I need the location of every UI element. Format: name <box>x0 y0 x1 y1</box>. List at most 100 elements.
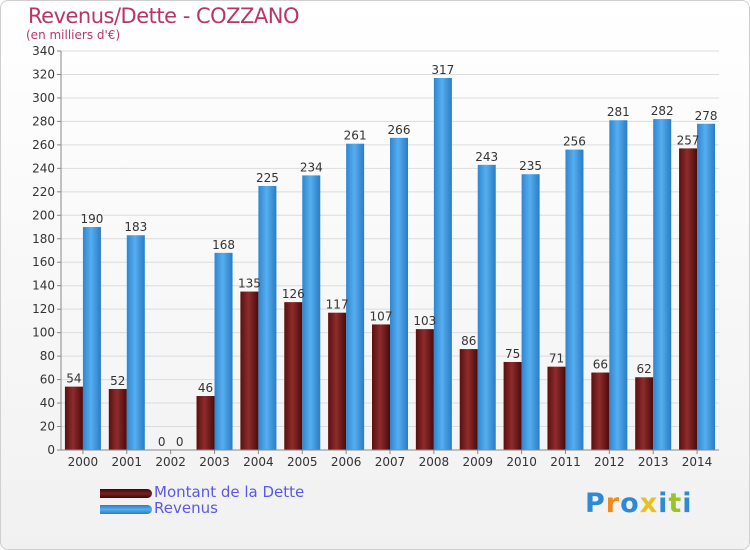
bar-debt <box>459 349 478 450</box>
bars <box>64 77 716 451</box>
data-label-debt: 62 <box>637 362 652 376</box>
data-label-revenue: 168 <box>212 238 235 252</box>
bar-revenue <box>521 174 540 450</box>
data-label-debt: 257 <box>677 133 700 147</box>
x-tick-label: 2005 <box>287 455 318 469</box>
y-tick-label: 240 <box>32 161 55 175</box>
chart-subtitle: (en milliers d'€) <box>26 28 121 42</box>
data-label-revenue: 261 <box>344 129 367 143</box>
data-label-revenue: 0 <box>176 435 184 449</box>
data-label-revenue: 234 <box>300 160 323 174</box>
logo-letter: o <box>620 488 640 519</box>
y-tick-label: 100 <box>32 326 55 340</box>
chart-title: Revenus/Dette - COZZANO <box>28 4 300 28</box>
data-label-revenue: 278 <box>695 109 718 123</box>
bar-revenue <box>82 227 101 450</box>
bar-revenue <box>653 119 672 451</box>
data-label-debt: 52 <box>110 374 125 388</box>
x-tick-label: 2008 <box>419 455 450 469</box>
y-tick-label: 20 <box>40 420 55 434</box>
x-tick-label: 2000 <box>68 455 99 469</box>
data-label-debt: 66 <box>593 358 608 372</box>
bar-revenue <box>697 123 716 451</box>
bar-revenue <box>214 252 233 450</box>
legend-label-revenue: Revenus <box>154 499 218 517</box>
axes: 0 20 40 60 80 100 120 140 160 180 200 220 240 260 280 3… <box>32 44 719 469</box>
bar-debt <box>196 396 215 450</box>
data-label-revenue: 243 <box>475 150 498 164</box>
data-label-debt: 46 <box>198 381 213 395</box>
bar-revenue <box>346 143 365 451</box>
logo-letter: P <box>585 488 606 519</box>
data-label-revenue: 281 <box>607 105 630 119</box>
data-label-debt: 103 <box>413 314 436 328</box>
y-tick-label: 60 <box>40 373 55 387</box>
data-label-debt: 54 <box>66 372 81 386</box>
x-tick-label: 2002 <box>155 455 186 469</box>
y-tick-label: 0 <box>47 443 55 457</box>
data-label-revenue: 256 <box>563 135 586 149</box>
bar-debt <box>64 386 83 450</box>
logo-letter: t <box>668 488 683 519</box>
data-label-revenue: 266 <box>388 123 411 137</box>
data-label-revenue: 317 <box>431 63 454 77</box>
y-tick-label: 200 <box>32 208 55 222</box>
x-tick-label: 2003 <box>199 455 230 469</box>
bar-debt <box>284 302 303 450</box>
data-label-debt: 0 <box>158 435 166 449</box>
y-tick-label: 140 <box>32 279 55 293</box>
data-label-revenue: 190 <box>80 212 103 226</box>
data-label-debt: 135 <box>238 277 261 291</box>
bar-revenue <box>477 164 496 451</box>
legend-label-debt: Montant de la Dette <box>154 483 305 501</box>
data-label-debt: 126 <box>282 287 305 301</box>
x-tick-label: 2011 <box>550 455 581 469</box>
y-tick-label: 180 <box>32 232 55 246</box>
logo-letter: i <box>682 488 693 519</box>
data-labels: 54 190 52 183 0 0 46 168 135 225 126 234 117 261 107 26… <box>66 63 717 449</box>
logo-letter: r <box>605 488 621 519</box>
data-label-revenue: 282 <box>651 104 674 118</box>
bar-debt <box>240 291 259 450</box>
bar-debt <box>679 148 698 450</box>
y-tick-label: 160 <box>32 255 55 269</box>
bar-revenue <box>390 137 408 450</box>
bar-debt <box>591 372 610 450</box>
y-tick-label: 300 <box>32 91 55 105</box>
data-label-debt: 107 <box>370 309 393 323</box>
data-label-debt: 86 <box>461 334 476 348</box>
x-tick-label: 2006 <box>331 455 362 469</box>
bar-debt <box>328 312 347 450</box>
y-tick-label: 40 <box>40 396 55 410</box>
data-label-debt: 75 <box>505 347 520 361</box>
legend-swatch-debt <box>100 489 152 498</box>
y-tick-label: 120 <box>32 302 55 316</box>
legend-swatch-revenue <box>100 505 152 514</box>
x-tick-label: 2012 <box>594 455 625 469</box>
x-tick-label: 2009 <box>462 455 493 469</box>
bar-debt <box>372 324 390 450</box>
bar-revenue <box>302 175 321 451</box>
x-tick-label: 2004 <box>243 455 274 469</box>
bar-revenue <box>609 120 628 451</box>
y-tick-label: 260 <box>32 138 55 152</box>
y-tick-label: 220 <box>32 185 55 199</box>
bar-debt <box>547 366 566 450</box>
x-tick-label: 2001 <box>112 455 143 469</box>
x-tick-label: 2014 <box>682 455 713 469</box>
y-tick-label: 320 <box>32 67 55 81</box>
y-tick-label: 80 <box>40 349 55 363</box>
x-tick-label: 2013 <box>638 455 669 469</box>
logo-letter: x <box>639 488 659 519</box>
proxiti-logo: Proxiti <box>585 488 693 519</box>
bar-revenue <box>126 235 145 450</box>
data-label-revenue: 235 <box>519 159 542 173</box>
bar-debt <box>108 388 127 450</box>
y-tick-label: 340 <box>32 44 55 58</box>
bar-revenue <box>258 185 277 451</box>
data-label-debt: 117 <box>326 298 349 312</box>
bar-debt <box>415 329 434 450</box>
logo-letter: i <box>658 488 669 519</box>
data-label-revenue: 225 <box>256 171 279 185</box>
